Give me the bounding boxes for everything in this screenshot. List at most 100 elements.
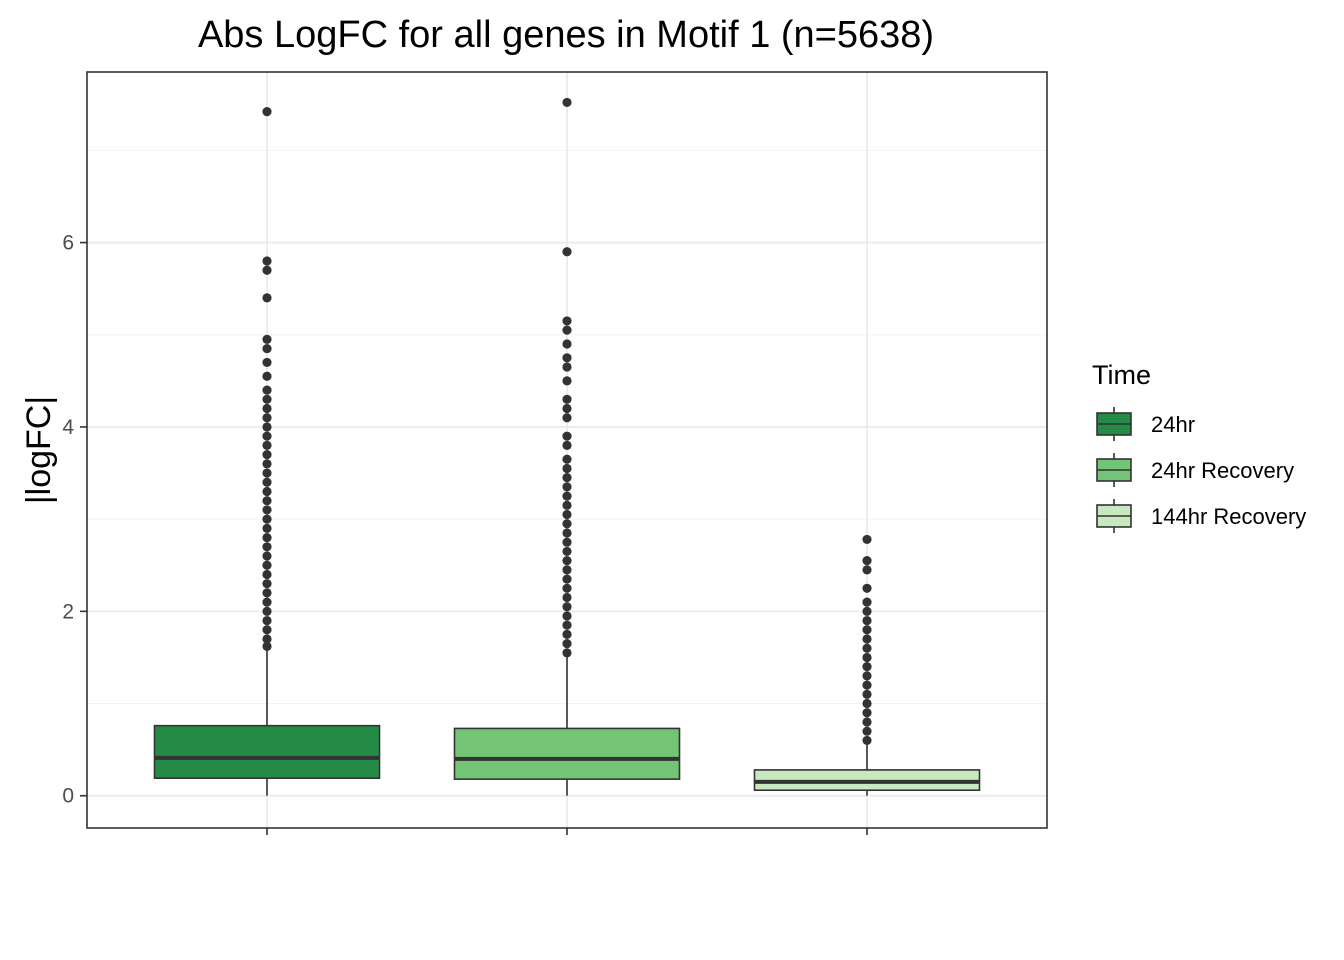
outlier-point <box>562 592 572 603</box>
outlier-point <box>562 546 572 557</box>
y-tick-label: 0 <box>62 785 74 808</box>
outlier-point <box>562 629 572 639</box>
box-24hr-recovery <box>453 97 681 796</box>
outlier-point <box>262 394 272 404</box>
outlier-point <box>262 403 272 414</box>
outlier-point <box>562 325 572 335</box>
y-axis-label: |logFC| <box>20 396 58 504</box>
outlier-point <box>862 565 872 575</box>
outlier-point <box>862 735 872 746</box>
legend-key-144hr-recovery: 144hr Recovery <box>1096 499 1306 533</box>
outlier-point <box>562 519 572 529</box>
outlier-point <box>562 394 572 404</box>
outlier-point <box>562 565 572 575</box>
legend-label: 24hr <box>1151 412 1195 437</box>
y-tick-label: 6 <box>62 232 74 255</box>
outlier-point <box>862 680 872 690</box>
outlier-point <box>262 486 272 497</box>
outlier-point <box>562 602 572 612</box>
y-tick-label: 2 <box>62 600 74 623</box>
box-iqr <box>453 727 681 780</box>
outlier-point <box>562 463 572 474</box>
outlier-point <box>562 648 572 658</box>
outlier-point <box>262 625 272 635</box>
outlier-point <box>562 574 572 584</box>
outlier-point <box>862 708 872 718</box>
outlier-point <box>262 514 272 524</box>
outlier-point <box>562 611 572 621</box>
outlier-point <box>262 385 272 395</box>
outlier-point <box>262 641 272 651</box>
outlier-point <box>262 293 272 303</box>
outlier-point <box>262 542 272 552</box>
outlier-point <box>862 662 872 672</box>
outlier-point <box>562 440 572 450</box>
outlier-point <box>262 597 272 607</box>
legend-label: 144hr Recovery <box>1151 504 1306 529</box>
outlier-point <box>562 97 572 108</box>
outlier-point <box>262 413 272 423</box>
chart-title: Abs LogFC for all genes in Motif 1 (n=56… <box>198 14 934 56</box>
legend-label: 24hr Recovery <box>1151 458 1294 483</box>
outlier-point <box>262 422 272 432</box>
outlier-point <box>262 579 272 589</box>
outlier-point <box>262 551 272 561</box>
outlier-point <box>562 403 572 414</box>
outlier-point <box>562 639 572 649</box>
outlier-point <box>262 588 272 598</box>
outlier-point <box>562 537 572 547</box>
legend-title: Time <box>1092 360 1151 390</box>
y-tick-label: 4 <box>62 416 74 439</box>
outlier-point <box>262 440 272 450</box>
outlier-point <box>562 339 572 349</box>
outlier-point <box>262 560 272 570</box>
outlier-point <box>862 556 872 566</box>
outlier-point <box>862 606 872 616</box>
outlier-point <box>562 353 572 363</box>
outlier-point <box>262 496 272 506</box>
outlier-point <box>862 643 872 653</box>
plot-panel-border <box>86 71 1048 829</box>
y-axis-ticks: 0 2 4 6 <box>62 232 87 808</box>
outlier-point <box>262 532 272 543</box>
outlier-point <box>562 509 572 520</box>
outlier-point <box>262 523 272 533</box>
outlier-point <box>262 468 272 478</box>
box-iqr <box>153 724 381 780</box>
outlier-point <box>262 505 272 515</box>
outlier-point <box>262 606 272 616</box>
outlier-point <box>862 698 872 709</box>
outlier-point <box>262 477 272 487</box>
outlier-point <box>562 247 572 257</box>
outlier-point <box>262 334 272 344</box>
outlier-point <box>562 362 572 372</box>
outlier-point <box>562 583 572 593</box>
outlier-point <box>862 652 872 663</box>
outlier-point <box>862 597 872 607</box>
outlier-point <box>262 569 272 580</box>
box-144hr-recovery <box>753 534 981 796</box>
outlier-point <box>562 491 572 501</box>
box-layer <box>153 97 981 796</box>
outlier-point <box>262 634 272 644</box>
outlier-point <box>562 620 572 630</box>
outlier-point <box>862 671 872 681</box>
outlier-point <box>262 459 272 469</box>
outlier-point <box>562 473 572 483</box>
outlier-point <box>562 376 572 386</box>
outlier-point <box>262 265 272 275</box>
outlier-point <box>862 583 872 593</box>
outlier-point <box>262 357 272 368</box>
outlier-point <box>262 450 272 460</box>
x-axis-ticks <box>266 828 868 835</box>
outlier-point <box>562 500 572 510</box>
outlier-point <box>562 431 572 441</box>
box-24hr <box>153 107 381 796</box>
outlier-point <box>262 615 272 626</box>
outlier-point <box>862 615 872 626</box>
outlier-point <box>862 534 872 545</box>
legend-key-24hr: 24hr <box>1096 407 1195 441</box>
outlier-point <box>262 107 272 117</box>
outlier-point <box>562 528 572 538</box>
